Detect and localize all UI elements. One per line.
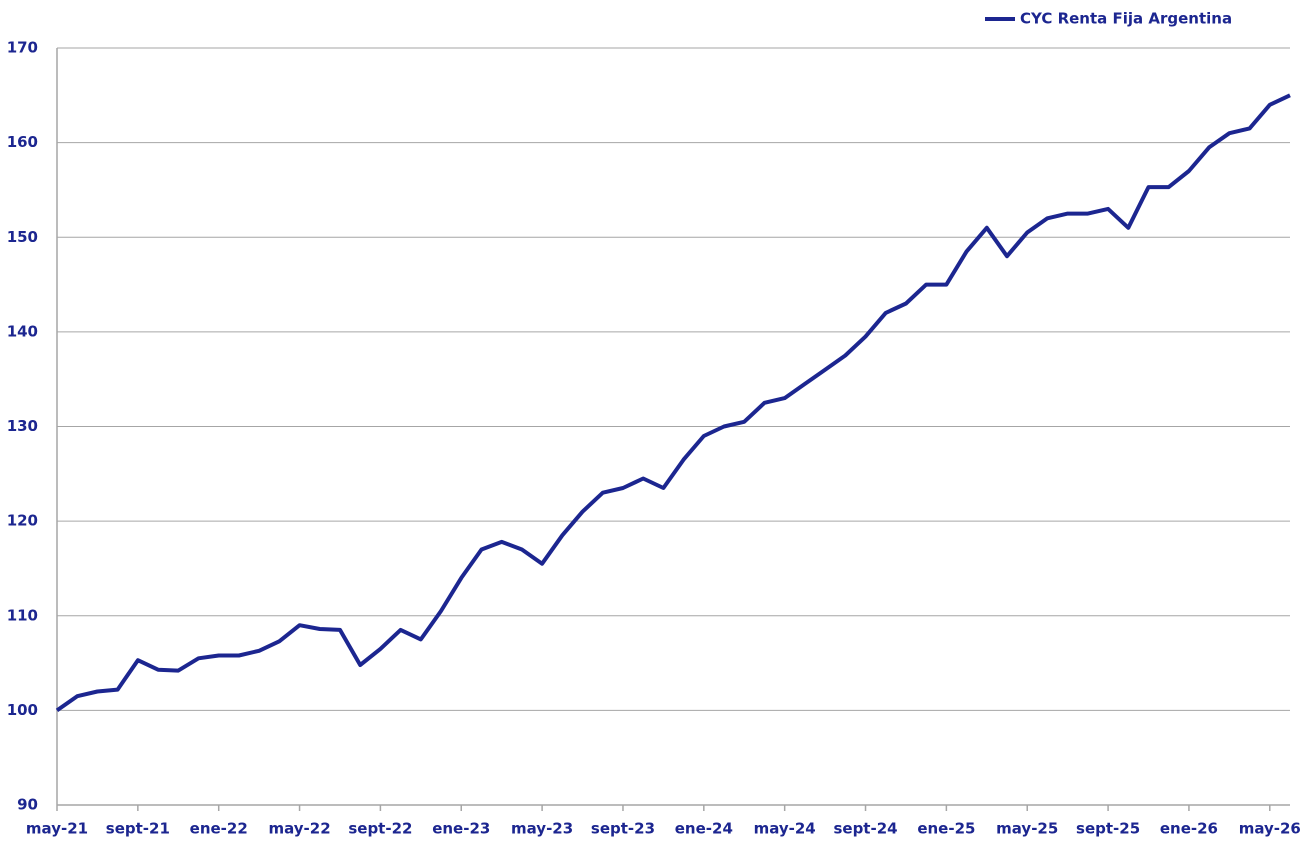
- x-tick-label: ene-25: [917, 820, 975, 838]
- y-tick-label: 100: [7, 701, 38, 719]
- x-tick-label: may-24: [754, 820, 816, 838]
- x-tick-label: ene-22: [190, 820, 248, 838]
- y-tick-label: 140: [7, 322, 38, 340]
- x-tick-label: ene-23: [432, 820, 490, 838]
- y-tick-label: 120: [7, 512, 38, 530]
- x-tick-label: ene-26: [1160, 820, 1218, 838]
- x-tick-label: may-26: [1239, 820, 1301, 838]
- series-line: [55, 93, 1291, 713]
- x-tick-label: sept-24: [833, 820, 897, 838]
- x-tick-label: sept-22: [348, 820, 412, 838]
- x-tick-label: sept-23: [591, 820, 655, 838]
- x-tick-label: sept-25: [1076, 820, 1140, 838]
- x-tick-label: may-21: [26, 820, 88, 838]
- x-tick-label: may-23: [511, 820, 573, 838]
- y-tick-label: 160: [7, 133, 38, 151]
- y-tick-label: 130: [7, 417, 38, 435]
- y-tick-label: 150: [7, 228, 38, 246]
- x-tick-label: sept-21: [106, 820, 170, 838]
- x-tick-label: may-25: [996, 820, 1058, 838]
- legend-label: CYC Renta Fija Argentina: [1020, 10, 1232, 28]
- y-tick-label: 170: [7, 39, 38, 57]
- x-tick-label: ene-24: [675, 820, 733, 838]
- y-tick-label: 110: [7, 606, 38, 624]
- y-tick-label: 90: [17, 796, 38, 814]
- x-tick-label: may-22: [268, 820, 330, 838]
